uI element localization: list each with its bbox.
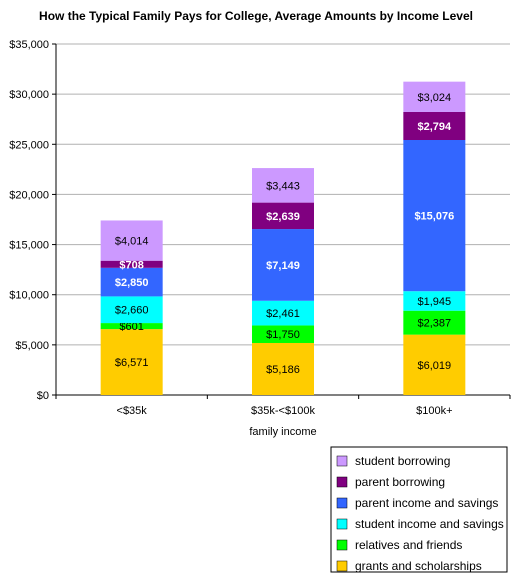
bar-segment [252, 168, 314, 203]
data-label: $708 [119, 259, 143, 271]
legend-swatch [336, 497, 348, 509]
legend-label: student borrowing [355, 454, 450, 468]
data-label: $5,186 [266, 364, 300, 376]
legend: student borrowing parent borrowing parent … [330, 446, 508, 573]
data-label: $2,387 [418, 318, 452, 330]
x-tick-labels: <$35k $35k-<$100k $100k+ [117, 405, 453, 417]
data-label: $2,850 [115, 277, 149, 289]
bar-segment [403, 310, 466, 335]
y-tick-label: $25,000 [9, 139, 49, 151]
data-label: $2,794 [418, 121, 453, 133]
bar-segment [252, 202, 314, 230]
data-label: $6,019 [418, 360, 452, 372]
y-tick-label: $15,000 [9, 240, 49, 252]
y-tick-label: $10,000 [9, 290, 49, 302]
data-label: $7,149 [266, 260, 300, 272]
legend-label: relatives and friends [355, 538, 462, 552]
legend-box [330, 446, 508, 573]
bar-segment [252, 300, 314, 326]
data-label: $3,443 [266, 180, 300, 192]
bar-segment [403, 334, 466, 395]
legend-label: student income and savings [355, 517, 504, 531]
data-label: $1,750 [266, 329, 300, 341]
data-label: $3,024 [418, 92, 452, 104]
legend-label: parent borrowing [355, 475, 445, 489]
data-label: $601 [119, 321, 143, 333]
data-label: $2,660 [115, 305, 149, 317]
x-tick-label: $100k+ [416, 405, 452, 417]
bars: $6,571 $601 $2,660 $2,850 $708 $4,014 $5,186 $1… [100, 81, 466, 395]
bar-segment [100, 329, 163, 395]
bar-segment [403, 111, 466, 141]
bar-segment [252, 325, 314, 343]
y-tick-label: $5,000 [15, 340, 49, 352]
bar-segment [100, 267, 163, 297]
legend-swatch [336, 539, 348, 551]
x-tick-label: <$35k [117, 405, 148, 417]
legend-swatch [336, 518, 348, 530]
bar-segment [100, 260, 163, 268]
bar-segment [100, 296, 163, 324]
legend-swatch [336, 560, 348, 572]
chart-title: How the Typical Family Pays for College,… [39, 9, 473, 23]
bar-segment [252, 342, 314, 395]
data-label: $2,461 [266, 308, 300, 320]
data-label: $4,014 [115, 236, 149, 248]
legend-label: grants and scholarships [355, 559, 482, 573]
x-axis-title: family income [249, 426, 316, 438]
bar-segment [403, 81, 466, 112]
bar-segment [403, 140, 466, 292]
legend-label: parent income and savings [355, 496, 498, 510]
data-label: $1,945 [418, 296, 452, 308]
data-label: $6,571 [115, 357, 149, 369]
data-label: $15,076 [414, 211, 454, 223]
bar-segment [252, 229, 314, 301]
data-label: $2,639 [266, 211, 300, 223]
y-tick-label: $0 [37, 390, 49, 402]
x-tick-label: $35k-<$100k [251, 405, 315, 417]
bar-segment [100, 323, 163, 330]
bar-segment [403, 291, 466, 311]
legend-swatch [336, 455, 348, 467]
legend-swatch [336, 476, 348, 488]
bar-segment [100, 220, 163, 261]
y-tick-label: $20,000 [9, 189, 49, 201]
y-tick-label: $35,000 [9, 39, 49, 51]
y-tick-label: $30,000 [9, 89, 49, 101]
